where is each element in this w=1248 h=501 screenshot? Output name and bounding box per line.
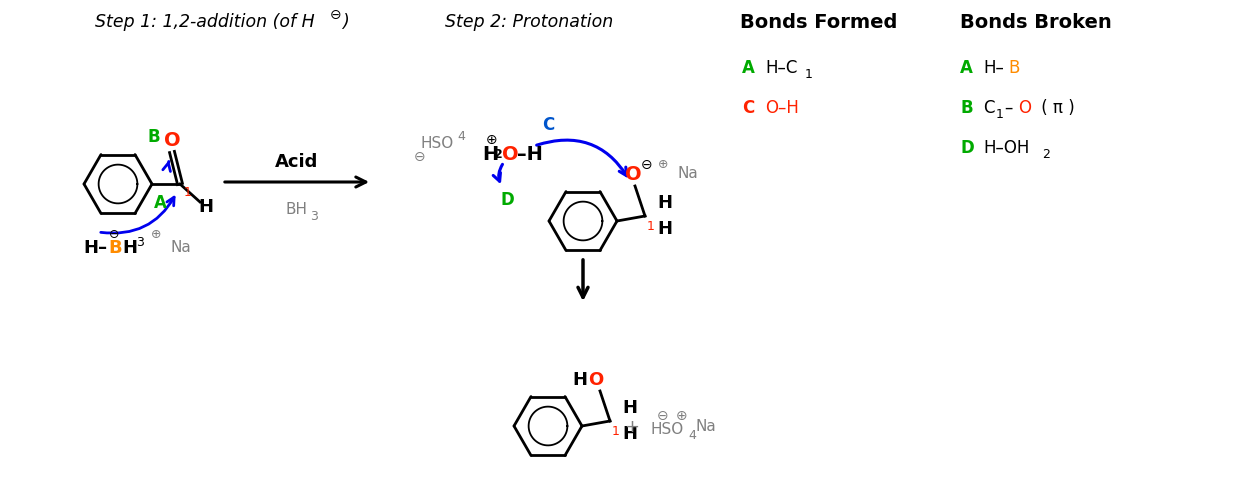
Text: O: O (1018, 99, 1031, 117)
Text: H–: H– (84, 238, 107, 257)
Text: Bonds Broken: Bonds Broken (960, 13, 1112, 32)
Text: A: A (154, 193, 166, 211)
Text: 1: 1 (183, 186, 192, 199)
Text: ⊕: ⊕ (658, 158, 668, 171)
Text: A: A (960, 59, 973, 77)
Text: Na: Na (695, 419, 716, 434)
Text: C: C (542, 116, 554, 134)
Text: O: O (625, 164, 641, 183)
Text: 4: 4 (457, 130, 464, 143)
Text: O: O (163, 131, 180, 150)
Text: O–H: O–H (765, 99, 799, 117)
Text: B: B (147, 128, 160, 146)
Text: H: H (122, 238, 137, 257)
Text: O: O (502, 145, 519, 164)
Text: H: H (623, 398, 638, 416)
Text: ⊕: ⊕ (676, 408, 688, 422)
Text: H: H (623, 424, 638, 442)
Text: +: + (624, 417, 639, 435)
Text: B: B (1008, 59, 1020, 77)
Text: Step 2: Protonation: Step 2: Protonation (446, 13, 613, 31)
Text: Bonds Formed: Bonds Formed (740, 13, 897, 32)
Text: H–C: H–C (765, 59, 797, 77)
Text: ( π ): ( π ) (1036, 99, 1075, 117)
Text: 3: 3 (310, 209, 318, 222)
Text: 3: 3 (136, 235, 144, 248)
Text: HSO: HSO (650, 422, 683, 437)
Text: HSO: HSO (421, 135, 453, 150)
Text: –: – (1003, 99, 1012, 117)
Text: B: B (109, 238, 121, 257)
Text: C: C (983, 99, 995, 117)
Text: B: B (960, 99, 972, 117)
Text: ): ) (342, 13, 348, 31)
Text: A: A (743, 59, 755, 77)
Text: Na: Na (170, 240, 191, 255)
FancyArrowPatch shape (537, 141, 626, 176)
Text: ⊖: ⊖ (641, 158, 653, 172)
Text: ⊖: ⊖ (658, 408, 669, 422)
Text: H–OH: H–OH (983, 139, 1030, 157)
Text: ⊕: ⊕ (487, 133, 498, 147)
Text: 2: 2 (494, 148, 503, 161)
Text: ⊕: ⊕ (151, 227, 161, 240)
Text: O: O (588, 370, 604, 388)
Text: 1: 1 (612, 425, 620, 438)
Text: ⊖: ⊖ (329, 8, 342, 22)
Text: ⊖: ⊖ (109, 227, 120, 240)
FancyArrowPatch shape (101, 198, 175, 233)
Text: 2: 2 (1042, 147, 1050, 160)
Text: D: D (500, 190, 514, 208)
Text: 1: 1 (805, 67, 812, 80)
Text: BH: BH (285, 202, 307, 217)
Text: H: H (573, 370, 588, 388)
Text: H: H (482, 145, 498, 164)
Text: Na: Na (676, 165, 698, 180)
Text: H: H (658, 193, 673, 211)
Text: H: H (198, 197, 213, 215)
Text: H–: H– (983, 59, 1003, 77)
Text: Step 1: 1,2-addition (of H: Step 1: 1,2-addition (of H (95, 13, 314, 31)
Text: D: D (960, 139, 973, 157)
Text: 1: 1 (646, 220, 655, 233)
Text: C: C (743, 99, 754, 117)
Text: H: H (658, 219, 673, 237)
FancyArrowPatch shape (162, 162, 171, 172)
Text: –H: –H (517, 145, 543, 164)
Text: ⊖: ⊖ (414, 150, 426, 164)
Text: Acid: Acid (276, 153, 318, 171)
Text: 1: 1 (996, 107, 1003, 120)
FancyArrowPatch shape (493, 165, 503, 182)
Text: 4: 4 (688, 429, 696, 441)
